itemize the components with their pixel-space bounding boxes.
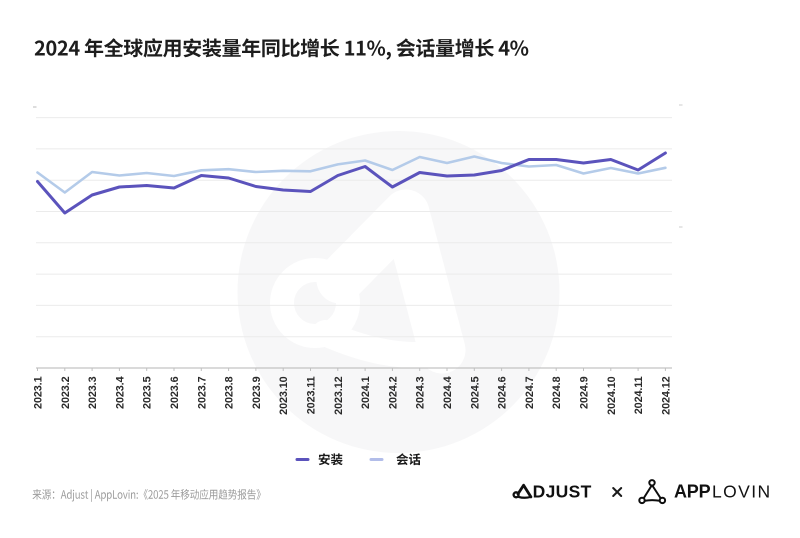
svg-text:LOVIN: LOVIN	[712, 482, 772, 502]
svg-text:2023.10: 2023.10	[278, 376, 290, 414]
svg-text:2023.7: 2023.7	[196, 376, 208, 409]
svg-text:2023.6: 2023.6	[169, 376, 181, 409]
svg-text:2023.5: 2023.5	[142, 376, 154, 409]
svg-text:2024.9: 2024.9	[579, 376, 591, 409]
svg-text:2023.9: 2023.9	[251, 376, 263, 409]
svg-text:2024.1: 2024.1	[360, 376, 372, 409]
svg-text:2024.4: 2024.4	[442, 376, 454, 409]
svg-text:2023.2: 2023.2	[60, 376, 72, 409]
svg-text:2024.8: 2024.8	[551, 376, 563, 409]
svg-text:2024.2: 2024.2	[387, 376, 399, 409]
svg-text:2024.7: 2024.7	[524, 376, 536, 409]
svg-text:2024.12: 2024.12	[660, 376, 672, 414]
svg-text:2024.6: 2024.6	[497, 376, 509, 409]
svg-text:2024.5: 2024.5	[469, 376, 481, 409]
svg-text:2024.3: 2024.3	[415, 376, 427, 409]
svg-text:DJUST: DJUST	[533, 481, 592, 501]
svg-text:2023.3: 2023.3	[87, 376, 99, 409]
svg-text:2023.1: 2023.1	[33, 376, 45, 409]
svg-text:APP: APP	[674, 482, 711, 502]
svg-text:2023.12: 2023.12	[333, 376, 345, 414]
svg-text:2024.10: 2024.10	[606, 376, 618, 414]
svg-text:2023.11: 2023.11	[306, 376, 318, 414]
svg-text:2023.4: 2023.4	[114, 376, 126, 409]
svg-text:2024.11: 2024.11	[633, 376, 645, 414]
svg-text:2023.8: 2023.8	[224, 376, 236, 409]
